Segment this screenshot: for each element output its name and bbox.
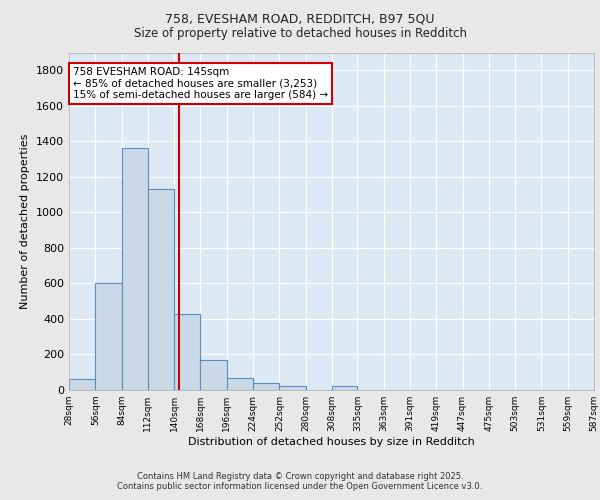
- Bar: [174, 314, 200, 390]
- Bar: [122, 148, 148, 390]
- Bar: [227, 378, 253, 390]
- Bar: [148, 190, 174, 390]
- Bar: [280, 386, 305, 390]
- Bar: [253, 383, 280, 390]
- Bar: [95, 282, 122, 390]
- Text: 758 EVESHAM ROAD: 145sqm
← 85% of detached houses are smaller (3,253)
15% of sem: 758 EVESHAM ROAD: 145sqm ← 85% of detach…: [73, 66, 328, 100]
- Y-axis label: Number of detached properties: Number of detached properties: [20, 134, 31, 309]
- Bar: [332, 386, 358, 390]
- X-axis label: Distribution of detached houses by size in Redditch: Distribution of detached houses by size …: [188, 437, 475, 447]
- Text: Size of property relative to detached houses in Redditch: Size of property relative to detached ho…: [133, 28, 467, 40]
- Bar: [69, 380, 95, 390]
- Text: Contains HM Land Registry data © Crown copyright and database right 2025.
Contai: Contains HM Land Registry data © Crown c…: [118, 472, 482, 491]
- Text: 758, EVESHAM ROAD, REDDITCH, B97 5QU: 758, EVESHAM ROAD, REDDITCH, B97 5QU: [165, 12, 435, 26]
- Bar: [200, 360, 227, 390]
